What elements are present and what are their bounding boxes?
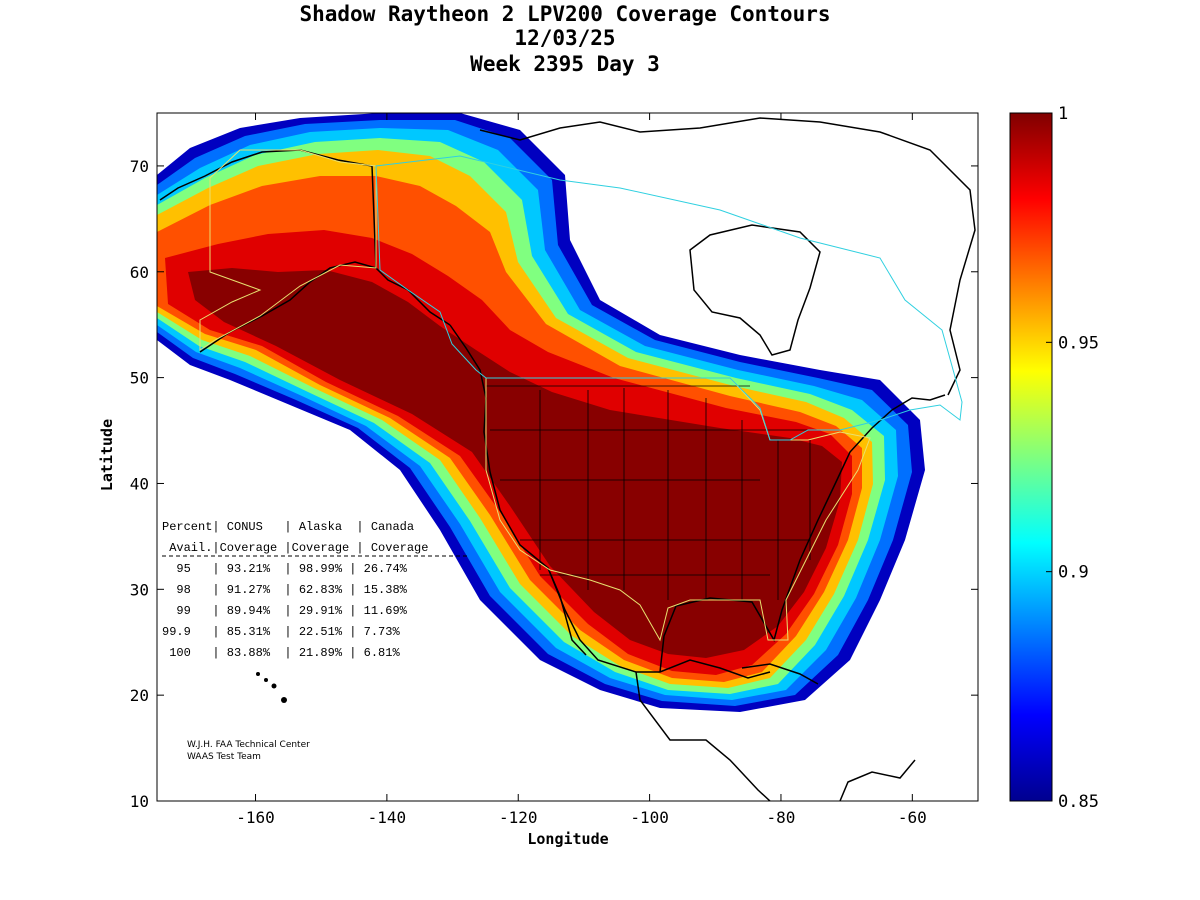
availability-table: Percent| CONUS | Alaska | Canada Avail.|… bbox=[162, 520, 470, 660]
y-tick-label: 50 bbox=[130, 369, 149, 388]
coast-arctic bbox=[479, 117, 976, 396]
contour-band-100 bbox=[188, 268, 842, 658]
plot-title-week: Week 2395 Day 3 bbox=[470, 52, 660, 76]
y-tick-label: 70 bbox=[130, 157, 149, 176]
colorbar-tick-label: 0.85 bbox=[1058, 792, 1099, 812]
table-header-row2: Avail.|Coverage |Coverage | Coverage bbox=[162, 541, 428, 555]
coast-hudson-bay bbox=[689, 224, 821, 356]
coast-central-america bbox=[635, 671, 771, 801]
service-area-conus-alaska bbox=[199, 149, 871, 642]
y-tick-label: 20 bbox=[130, 686, 149, 705]
table-row: 100 | 83.88% | 21.89% | 6.81% bbox=[162, 646, 400, 660]
x-tick-label: -100 bbox=[630, 808, 669, 827]
colorbar-ticks: 0.85 0.9 0.95 1 bbox=[1046, 104, 1099, 812]
x-axis: -160 -140 -120 -100 -80 -60 bbox=[236, 113, 927, 827]
plot-title-line1: Shadow Raytheon 2 LPV200 Coverage Contou… bbox=[299, 2, 831, 26]
colorbar bbox=[1009, 112, 1053, 802]
coast-cuba bbox=[741, 663, 819, 685]
coast-baja bbox=[547, 567, 587, 656]
x-tick-label: -140 bbox=[368, 808, 407, 827]
x-tick-label: -120 bbox=[499, 808, 538, 827]
state-boundaries bbox=[486, 385, 820, 600]
table-header-row1: Percent| CONUS | Alaska | Canada bbox=[162, 520, 414, 534]
table-row: 99.9 | 85.31% | 22.51% | 7.73% bbox=[162, 625, 400, 639]
x-tick-label: -60 bbox=[898, 808, 927, 827]
coast-south-america bbox=[839, 759, 916, 801]
y-axis: 10 20 30 40 50 60 70 bbox=[130, 157, 978, 811]
hawaii-islands bbox=[256, 672, 287, 703]
plot-frame bbox=[156, 112, 979, 802]
credit-line2: WAAS Test Team bbox=[187, 752, 261, 762]
table-row: 99 | 89.94% | 29.91% | 11.69% bbox=[162, 604, 408, 618]
x-axis-label: Longitude bbox=[527, 830, 608, 848]
y-tick-label: 30 bbox=[130, 580, 149, 599]
table-row: 95 | 93.21% | 98.99% | 26.74% bbox=[162, 562, 408, 576]
table-row: 98 | 91.27% | 62.83% | 15.38% bbox=[162, 583, 408, 597]
y-axis-label: Latitude bbox=[98, 419, 116, 491]
credit-line1: W.J.H. FAA Technical Center bbox=[187, 740, 310, 750]
colorbar-tick-label: 1 bbox=[1058, 104, 1068, 124]
plot-title-date: 12/03/25 bbox=[514, 26, 616, 50]
y-tick-label: 40 bbox=[130, 474, 149, 493]
y-tick-label: 60 bbox=[130, 263, 149, 282]
colorbar-tick-label: 0.9 bbox=[1058, 563, 1089, 583]
x-tick-label: -80 bbox=[767, 808, 796, 827]
colorbar-tick-label: 0.95 bbox=[1058, 333, 1099, 353]
service-area-canada bbox=[375, 155, 963, 441]
y-tick-label: 10 bbox=[130, 792, 149, 811]
x-tick-label: -160 bbox=[236, 808, 275, 827]
